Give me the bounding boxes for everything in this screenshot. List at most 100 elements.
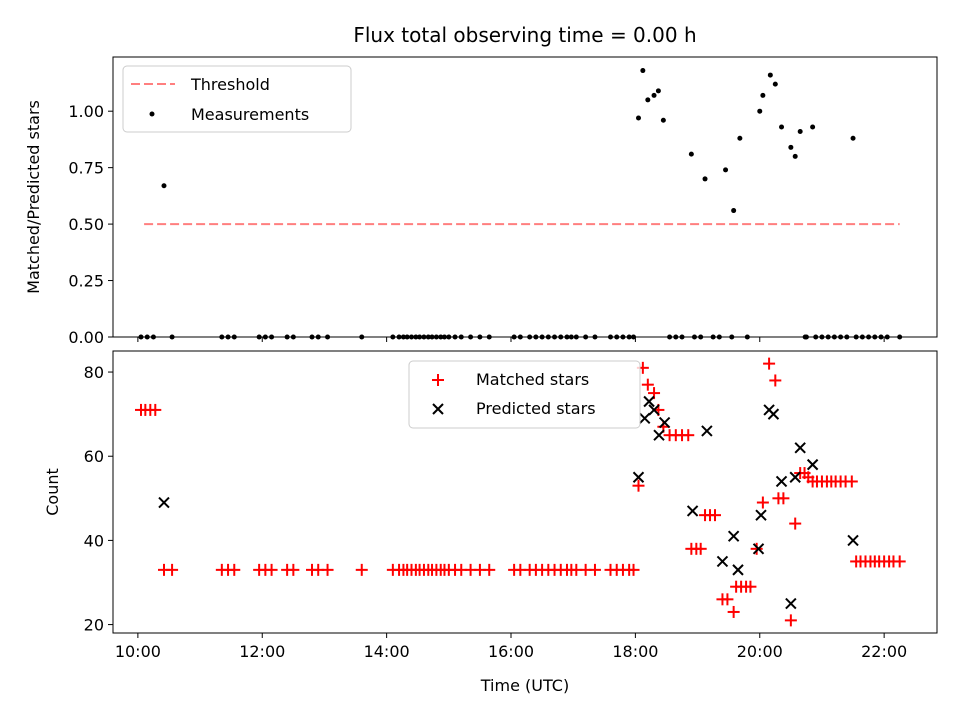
y-tick-label: 0.25 <box>68 272 104 291</box>
matched-stars-point <box>228 563 241 576</box>
measurement-point <box>635 115 641 121</box>
predicted-stars-point <box>752 543 765 555</box>
predicted-stars-point <box>686 505 699 517</box>
predicted-stars-point <box>789 471 801 483</box>
legend-threshold-label: Threshold <box>190 75 270 94</box>
predicted-stars-point <box>158 496 170 509</box>
predicted-stars-point <box>785 597 797 610</box>
matched-stars-point <box>721 593 734 606</box>
measurement-point <box>731 208 737 214</box>
matched-stars-point <box>641 378 654 391</box>
x-tick-label: 22:00 <box>861 642 907 661</box>
predicted-stars-point <box>732 564 744 576</box>
legend-predicted-swatch <box>432 403 444 415</box>
measurement-point <box>797 129 803 135</box>
y-tick-label: 0.50 <box>68 215 104 234</box>
matched-stars-point <box>265 563 278 576</box>
matched-stars-point <box>756 496 769 509</box>
bottom-legend: Matched stars Predicted stars <box>408 360 641 429</box>
bottom-y-ticks: 20 40 60 80 <box>84 363 113 635</box>
top-data-marks <box>138 68 903 340</box>
measurement-point <box>161 183 167 189</box>
y-tick-label: 0.75 <box>68 159 104 178</box>
y-tick-label: 40 <box>84 531 104 550</box>
x-tick-label: 10:00 <box>115 642 161 661</box>
predicted-stars-point <box>632 471 645 483</box>
bottom-y-axis-label: Count <box>43 468 62 516</box>
top-plot-frame <box>112 56 938 338</box>
matched-stars-point <box>149 403 162 416</box>
matched-stars-point <box>287 563 300 576</box>
matched-stars-point <box>483 563 496 576</box>
predicted-stars-point <box>806 458 819 471</box>
predicted-stars-point <box>755 509 767 521</box>
predicted-stars-point <box>701 425 713 437</box>
predicted-stars-point <box>847 534 859 547</box>
matched-stars-point <box>694 542 707 555</box>
matched-stars-point <box>627 563 640 576</box>
top-y-axis-label: Matched/Predicted stars <box>24 100 43 294</box>
predicted-stars-point <box>639 412 651 425</box>
measurement-point <box>640 68 646 74</box>
predicted-stars-point <box>767 408 780 420</box>
x-tick-label: 16:00 <box>488 642 534 661</box>
top-x-ticks <box>137 337 885 342</box>
y-tick-label: 60 <box>84 447 104 466</box>
measurement-point <box>688 151 694 157</box>
matched-stars-point <box>893 555 906 568</box>
x-tick-label: 20:00 <box>737 642 783 661</box>
matched-stars-point <box>777 492 790 505</box>
matched-stars-point <box>789 517 802 530</box>
measurement-point <box>810 124 816 130</box>
legend-measurements-label: Measurements <box>191 105 309 124</box>
measurement-point <box>779 124 785 130</box>
x-tick-label: 14:00 <box>364 642 410 661</box>
matched-stars-point <box>784 614 797 627</box>
measurement-point <box>788 144 794 150</box>
measurement-point <box>655 88 661 94</box>
top-panel: Flux total observing time = 0.00 h 0.000… <box>24 23 938 347</box>
measurement-point <box>772 81 778 87</box>
bottom-legend-box <box>408 360 641 429</box>
bottom-x-axis-label: Time (UTC) <box>480 676 569 695</box>
matched-stars-point <box>727 605 740 618</box>
predicted-stars-point <box>794 442 806 454</box>
measurement-point <box>651 92 657 98</box>
legend-predicted-label: Predicted stars <box>476 399 596 418</box>
y-tick-label: 80 <box>84 363 104 382</box>
legend-matched-swatch <box>432 374 444 386</box>
predicted-stars-point <box>658 416 671 429</box>
matched-stars-point <box>682 429 695 442</box>
predicted-stars-point <box>648 404 660 416</box>
x-tick-label: 12:00 <box>239 642 285 661</box>
matched-stars-point <box>355 563 368 576</box>
matched-stars-point <box>744 580 757 593</box>
bottom-panel: 20 40 60 80 10:00 12:00 14:00 16:00 18:00 20:00 2… <box>43 350 938 695</box>
bottom-x-ticks: 10:00 12:00 14:00 16:00 18:00 20:00 22:00 <box>115 633 907 661</box>
matched-stars-point <box>708 509 721 522</box>
matched-stars-point <box>845 475 858 488</box>
matched-stars-point <box>769 374 782 387</box>
top-legend: Threshold Measurements <box>122 65 352 133</box>
y-tick-label: 20 <box>84 616 104 635</box>
measurement-point <box>760 92 766 98</box>
chart-title: Flux total observing time = 0.00 h <box>353 23 696 47</box>
x-tick-label: 18:00 <box>612 642 658 661</box>
measurement-point <box>767 72 773 78</box>
top-legend-box <box>122 65 352 133</box>
top-y-ticks: 0.00 0.25 0.50 0.75 1.00 <box>68 102 113 347</box>
predicted-stars-point <box>727 530 740 542</box>
y-tick-label: 1.00 <box>68 102 104 121</box>
matched-stars-point <box>763 357 776 370</box>
matched-stars-point <box>750 542 763 555</box>
matched-stars-point <box>166 563 179 576</box>
predicted-stars-point <box>653 429 665 441</box>
measurement-point <box>792 153 798 159</box>
predicted-stars-point <box>716 555 729 568</box>
predicted-stars-point <box>643 395 655 408</box>
legend-matched-label: Matched stars <box>476 370 589 389</box>
matched-stars-point <box>588 563 601 576</box>
matched-stars-point <box>321 563 334 576</box>
matched-stars-point <box>632 479 645 492</box>
